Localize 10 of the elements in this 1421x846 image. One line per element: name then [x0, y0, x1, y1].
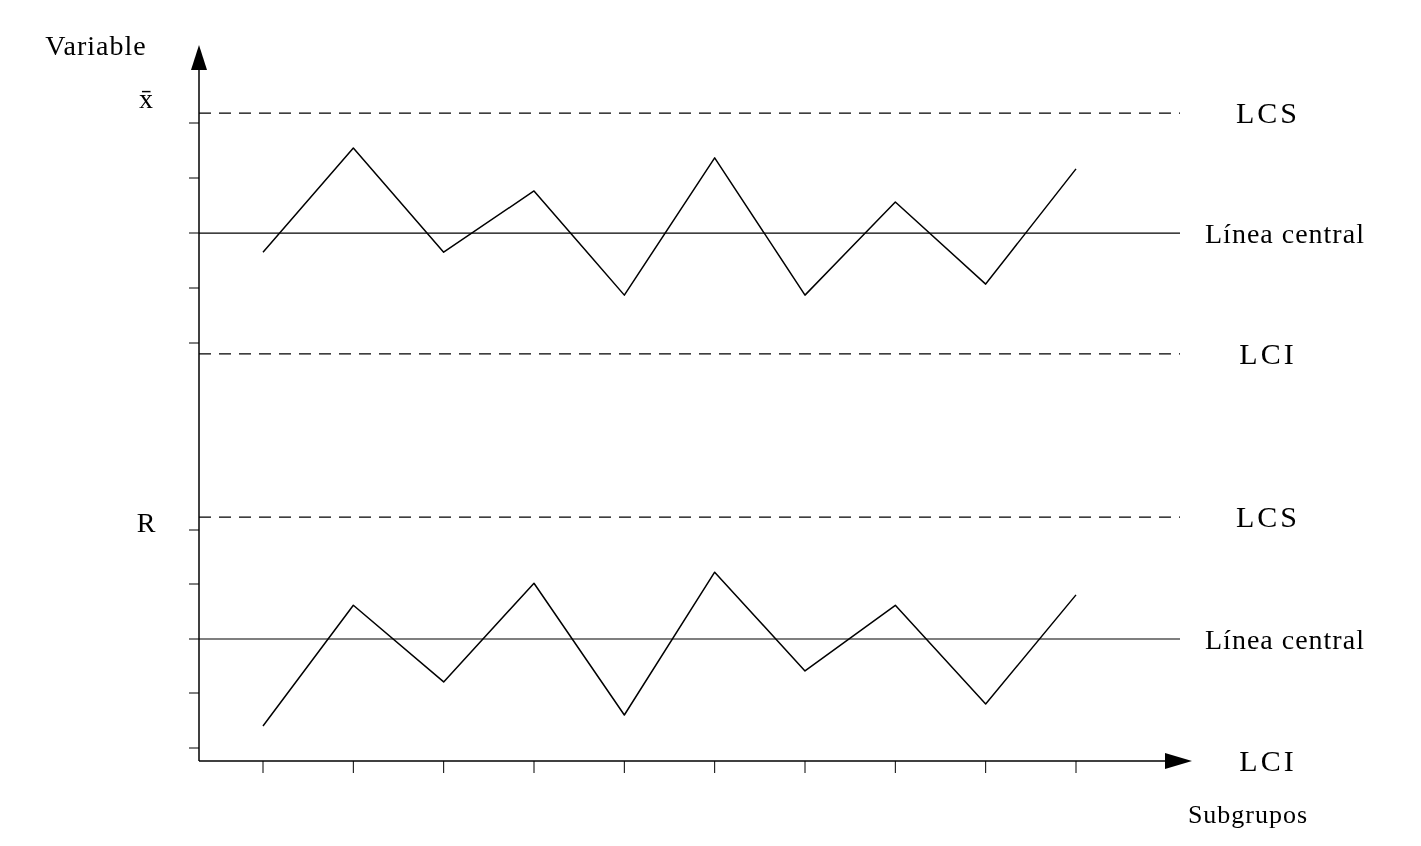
x-axis-title: Subgrupos [1187, 800, 1309, 829]
text: R [136, 507, 156, 539]
text: x̄ [139, 83, 153, 114]
ref-line-label: LCI [1239, 336, 1297, 370]
ref-line-label: Línea central [1205, 624, 1365, 656]
ref-line-label: LCS [1235, 500, 1301, 534]
y-axis-title: Variable [45, 30, 147, 61]
ref-line-label: LCS [1235, 96, 1301, 130]
ref-line-label: Línea central [1205, 218, 1365, 250]
ref-line-label: LCI [1239, 744, 1297, 777]
